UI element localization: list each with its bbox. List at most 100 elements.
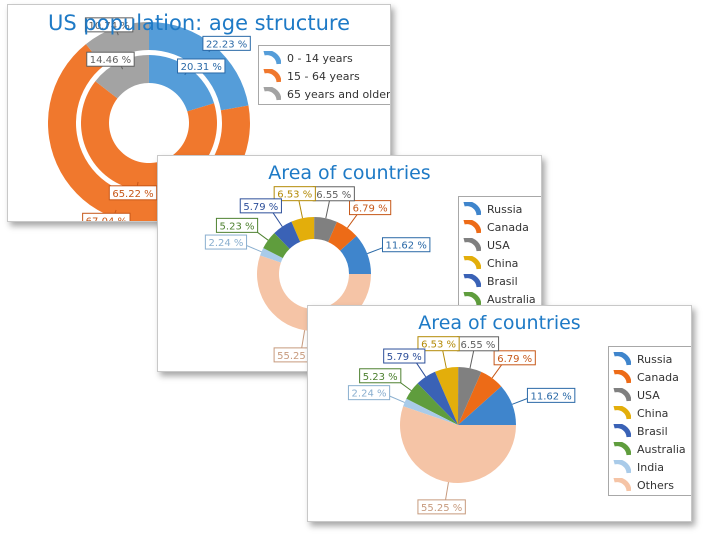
legend-swatch-icon: [463, 256, 481, 270]
data-label-box: [273, 186, 316, 202]
data-label: 6.79 %: [349, 200, 392, 216]
legend-item: Brasil: [463, 272, 536, 290]
data-label-text: 6.55 %: [460, 340, 495, 351]
legend-item: Australia: [613, 440, 686, 458]
legend-swatch-icon: [463, 202, 481, 216]
chart-title: Area of countries: [418, 312, 581, 334]
data-label-box: [417, 336, 460, 352]
legend-swatch-icon: [463, 274, 481, 288]
data-label-text: 10.74 %: [88, 21, 129, 32]
data-label-text: 6.79 %: [497, 354, 532, 365]
legend-swatch-icon: [613, 442, 631, 456]
pie-slice: [458, 371, 502, 425]
legend-item: 65 years and older: [263, 85, 391, 103]
data-label-box: [204, 234, 248, 250]
pie-slice: [458, 367, 482, 425]
data-label-connector: [325, 200, 330, 219]
data-label-connector: [136, 181, 139, 187]
doughnut-slice: [95, 55, 149, 99]
data-label-text: 20.31 %: [181, 62, 222, 73]
legend-label: China: [637, 406, 669, 420]
legend-swatch-icon: [613, 406, 631, 420]
data-label-text: 14.46 %: [90, 55, 131, 66]
legend-item: Canada: [613, 368, 686, 386]
pie-slice: [263, 233, 290, 259]
legend-label: Australia: [637, 442, 686, 456]
data-label-box: [108, 185, 158, 201]
data-label-text: 6.55 %: [316, 190, 351, 201]
legend-label: 15 - 64 years: [287, 69, 360, 83]
data-label: 2.24 %: [347, 385, 391, 401]
data-label: 22.23 %: [202, 35, 251, 51]
area-pie-chart-card: 11.62 % 6.79 % 6.55 % 6.53 % 5.79 % 5.23 % 2.2…: [307, 305, 692, 522]
legend-label: 65 years and older: [287, 87, 391, 101]
data-label-box: [215, 217, 259, 233]
legend-swatch-icon: [613, 460, 631, 474]
data-label: 20.31 %: [177, 58, 226, 74]
legend-item: 0 - 14 years: [263, 49, 390, 67]
legend-label: 0 - 14 years: [287, 51, 353, 65]
data-label-box: [526, 387, 576, 403]
pie-slice: [417, 371, 458, 425]
data-label-text: 22.23 %: [206, 39, 247, 50]
legend-item: China: [463, 254, 536, 272]
pie-slice: [260, 248, 283, 263]
chart-title: Area of countries: [268, 162, 431, 184]
legend-item: China: [613, 404, 686, 422]
data-label-connector: [347, 212, 359, 229]
data-label-text: 65.22 %: [112, 189, 153, 200]
legend-label: Russia: [487, 202, 523, 216]
data-label-box: [347, 385, 391, 401]
data-label-box: [381, 237, 431, 253]
pie-slice: [403, 398, 458, 425]
data-label-text: 5.79 %: [243, 202, 278, 213]
pie-slice: [400, 406, 516, 483]
legend-swatch-icon: [613, 478, 631, 492]
legend-swatch-icon: [613, 424, 631, 438]
legend-swatch-icon: [263, 51, 281, 65]
data-label-box: [493, 350, 536, 366]
data-label: 6.53 %: [417, 336, 460, 352]
data-label-box: [86, 51, 135, 67]
data-label: 6.55 %: [312, 186, 355, 202]
data-label-connector: [415, 361, 427, 378]
data-label: 6.53 %: [273, 186, 316, 202]
data-label-text: 67.04 %: [86, 216, 127, 221]
data-label-box: [202, 35, 251, 51]
legend-item: Russia: [463, 200, 536, 218]
data-label-text: 6.53 %: [277, 190, 312, 201]
data-label-box: [239, 198, 282, 214]
data-label: 11.62 %: [526, 387, 576, 403]
data-label: 2.24 %: [204, 234, 248, 250]
data-label-connector: [511, 397, 530, 405]
pie-slice: [328, 221, 357, 251]
legend-item: USA: [613, 386, 686, 404]
legend-label: Australia: [487, 292, 536, 306]
doughnut-slice: [149, 55, 215, 112]
data-label-connector: [301, 330, 306, 349]
legend-item: India: [613, 458, 686, 476]
us-population-chart-card: 22.23 % 67.04 % 10.74 % 20.31 % 65.22 % 14.46…: [7, 4, 391, 222]
data-label-connector: [367, 246, 385, 255]
data-label-connector: [298, 200, 304, 219]
legend-label: USA: [637, 388, 660, 402]
data-label: 14.46 %: [86, 51, 135, 67]
data-label-connector: [491, 363, 504, 379]
data-label-connector: [271, 211, 283, 227]
legend-swatch-icon: [463, 220, 481, 234]
legend-label: Canada: [487, 220, 529, 234]
data-label: 5.23 %: [359, 368, 402, 384]
legend-item: USA: [463, 236, 536, 254]
legend-label: Brasil: [637, 424, 668, 438]
data-label-text: 5.79 %: [387, 352, 422, 363]
chart-title: US population: age structure: [48, 11, 350, 35]
data-label-box: [177, 58, 226, 74]
data-label-text: 11.62 %: [386, 241, 427, 252]
data-label-text: 2.24 %: [352, 389, 387, 400]
legend-swatch-icon: [613, 388, 631, 402]
data-label: 11.62 %: [381, 237, 431, 253]
data-label-box: [84, 17, 134, 33]
chart-legend: 0 - 14 years 15 - 64 years 65 years and …: [258, 45, 391, 105]
legend-swatch-icon: [613, 352, 631, 366]
legend-item: Australia: [463, 290, 536, 308]
